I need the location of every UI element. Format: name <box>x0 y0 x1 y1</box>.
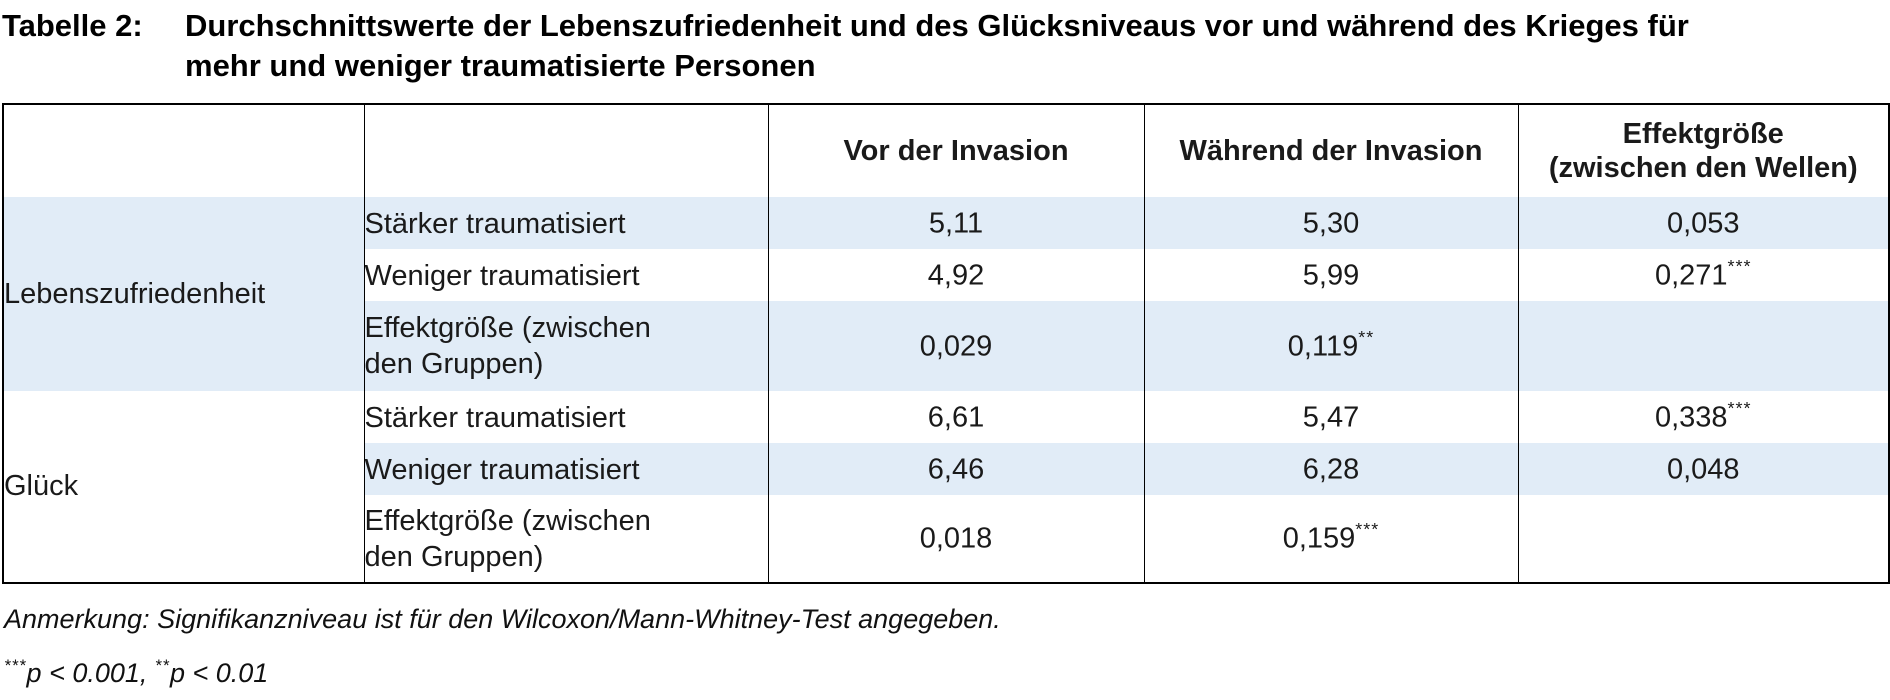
value-cell: 0,029 <box>767 301 1145 391</box>
results-table: Vor der Invasion Während der Invasion Ef… <box>2 103 1890 584</box>
value: 0,119 <box>1287 330 1359 363</box>
significance-stars: *** <box>1727 397 1752 418</box>
group-label-cell: Lebenszufriedenheit <box>2 197 365 391</box>
row-label: Weniger traumatisiert <box>364 453 640 486</box>
p-value-01: p < 0.01 <box>169 658 269 688</box>
value: 0,159 <box>1282 522 1356 555</box>
header-effect-line2: (zwischen den Wellen) <box>1548 152 1858 184</box>
value-cell: 5,47 <box>1143 391 1519 443</box>
header-cell-effect-size: Effektgröße (zwischen den Wellen) <box>1517 104 1890 197</box>
value: 5,30 <box>1302 207 1360 240</box>
value-cell: 0,018 <box>767 495 1145 583</box>
table-row: Weniger traumatisiert 4,92 5,99 0,271*** <box>3 249 1890 301</box>
row-label-cell: Effektgröße (zwischen den Gruppen) <box>363 495 769 583</box>
group-label-cell: Glück <box>2 391 365 583</box>
table-row: Weniger traumatisiert 6,46 6,28 0,048 <box>3 443 1890 495</box>
value: 5,11 <box>928 207 984 240</box>
header-cell-during-invasion: Während der Invasion <box>1143 104 1519 197</box>
value: 6,46 <box>927 453 985 486</box>
table-row: Effektgröße (zwischen den Gruppen) 0,029… <box>3 301 1890 391</box>
stars-p001: *** <box>4 656 27 676</box>
value-cell: 4,92 <box>767 249 1145 301</box>
value-cell: 0,338*** <box>1517 391 1890 443</box>
value-cell: 0,048 <box>1517 443 1890 495</box>
value: 0,271 <box>1654 259 1728 292</box>
value-cell: 0,053 <box>1517 197 1890 249</box>
table-row: Glück Stärker traumatisiert 6,61 5,47 0,… <box>2 391 1890 583</box>
significance-stars: *** <box>1355 519 1380 540</box>
row-label: Effektgröße (zwischen den Gruppen) <box>364 504 651 573</box>
value-cell: 0,119** <box>1143 301 1519 391</box>
table-row: Lebenszufriedenheit Stärker traumatisier… <box>2 197 1890 391</box>
note-significance-levels: ***p < 0.001, **p < 0.01 <box>4 650 1890 690</box>
table-caption: Tabelle 2: Durchschnittswerte der Lebens… <box>2 6 1890 86</box>
row-label: Stärker traumatisiert <box>364 401 626 434</box>
row-label: Effektgröße (zwischen den Gruppen) <box>364 312 651 380</box>
value-cell: 5,99 <box>1143 249 1519 301</box>
value: 0,029 <box>919 330 993 363</box>
value: 5,99 <box>1302 259 1360 292</box>
value-cell <box>1517 301 1890 391</box>
note-significance-test: Anmerkung: Signifikanzniveau ist für den… <box>4 604 1001 634</box>
header-cell-empty-group <box>2 104 365 197</box>
value-cell <box>1517 495 1890 583</box>
table-header-row: Vor der Invasion Während der Invasion Ef… <box>2 104 1890 197</box>
significance-stars: *** <box>1727 255 1752 276</box>
value-cell: 5,30 <box>1143 197 1519 249</box>
p-value-001: p < 0.001, <box>26 658 155 688</box>
row-label-cell: Weniger traumatisiert <box>363 443 769 495</box>
table-number-label: Tabelle 2: <box>2 8 143 43</box>
value: 4,92 <box>927 259 985 292</box>
value: 0,338 <box>1654 401 1728 434</box>
value-cell: 6,61 <box>767 391 1145 443</box>
value: 0,018 <box>919 522 993 555</box>
row-label-cell: Effektgröße (zwischen den Gruppen) <box>363 301 769 391</box>
table-row: Effektgröße (zwischen den Gruppen) 0,018… <box>3 495 1890 583</box>
header-cell-pre-invasion: Vor der Invasion <box>767 104 1145 197</box>
table-title-text: Durchschnittswerte der Lebenszufriedenhe… <box>185 8 1689 83</box>
stars-p01: ** <box>154 656 170 676</box>
value-cell: 5,11 <box>767 197 1145 249</box>
value: 0,053 <box>1666 207 1740 240</box>
value: 6,28 <box>1302 453 1360 486</box>
value: 5,47 <box>1302 401 1360 434</box>
row-label: Stärker traumatisiert <box>364 207 626 240</box>
header-effect-line1: Effektgröße <box>1622 118 1784 150</box>
value-cell: 6,28 <box>1143 443 1519 495</box>
row-label-cell: Stärker traumatisiert <box>363 197 769 249</box>
significance-stars: ** <box>1358 326 1375 347</box>
value-cell: 6,46 <box>767 443 1145 495</box>
value: 0,048 <box>1666 453 1740 486</box>
value-cell: 0,271*** <box>1517 249 1890 301</box>
row-label-cell: Weniger traumatisiert <box>363 249 769 301</box>
row-label-cell: Stärker traumatisiert <box>363 391 769 443</box>
value-cell: 0,159*** <box>1143 495 1519 583</box>
header-cell-empty-sub <box>363 104 769 197</box>
table-footnotes: Anmerkung: Signifikanzniveau ist für den… <box>2 603 1890 690</box>
value: 6,61 <box>927 401 985 434</box>
row-label: Weniger traumatisiert <box>364 259 640 292</box>
